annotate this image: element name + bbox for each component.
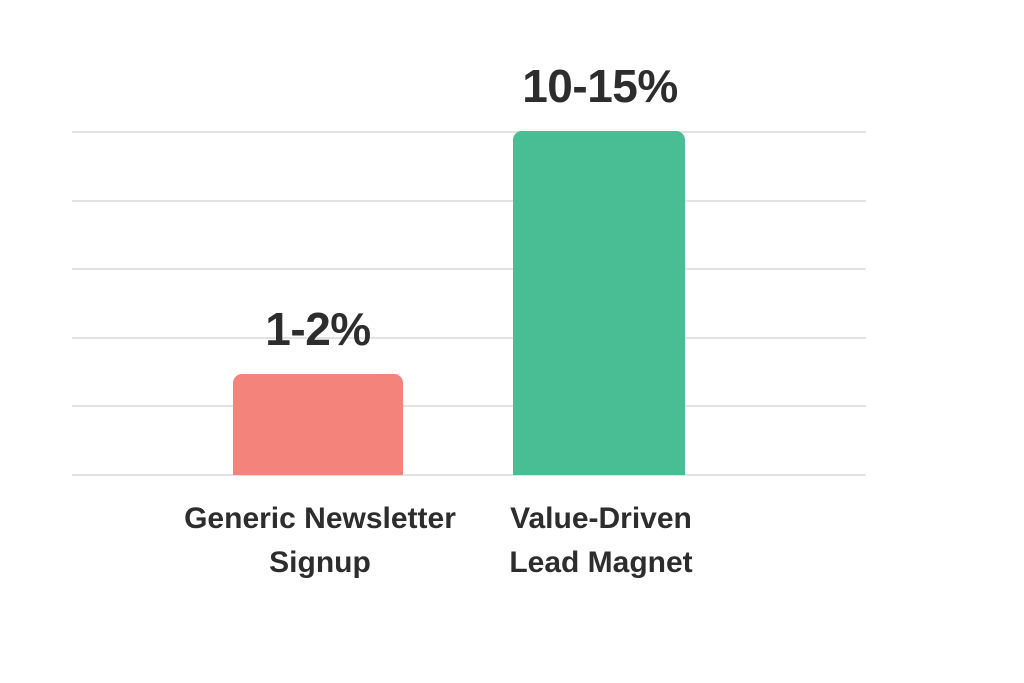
plot-area: [72, 131, 866, 476]
gridline: [72, 131, 866, 133]
gridline: [72, 405, 866, 407]
gridline: [72, 268, 866, 270]
bar-generic-newsletter-signup: [233, 374, 403, 475]
category-label-value-driven-lead-magnet: Value-Driven Lead Magnet: [509, 502, 693, 579]
value-label-generic-newsletter-signup: 1-2%: [265, 303, 371, 355]
bar-value-driven-lead-magnet: [513, 131, 685, 475]
gridline: [72, 337, 866, 339]
gridline: [72, 200, 866, 202]
value-label-value-driven-lead-magnet: 10-15%: [522, 60, 678, 112]
gridline: [72, 474, 866, 476]
category-label-generic-newsletter-signup: Generic Newsletter Signup: [184, 502, 456, 579]
